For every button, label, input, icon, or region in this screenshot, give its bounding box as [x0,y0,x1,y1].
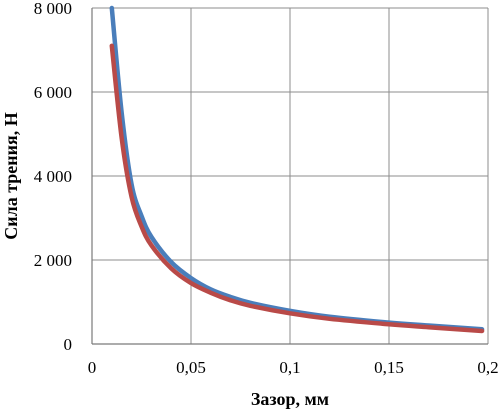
grid [91,7,489,345]
y-axis-tick-labels: 0 2 000 4 000 6 000 8 000 [34,0,72,354]
y-tick-label: 2 000 [34,251,72,270]
series-lines [109,5,485,334]
series-line-1 [109,5,485,332]
x-axis-tick-labels: 0 0,05 0,1 0,15 0,2 [88,358,499,377]
x-tick-label: 0,05 [176,358,206,377]
y-tick-label: 8 000 [34,0,72,18]
x-tick-label: 0,1 [279,358,300,377]
y-tick-label: 0 [64,335,73,354]
x-tick-label: 0,2 [477,358,498,377]
y-tick-label: 4 000 [34,167,72,186]
x-tick-label: 0,15 [374,358,404,377]
y-tick-label: 6 000 [34,83,72,102]
series-line-2 [109,43,485,334]
x-tick-label: 0 [88,358,97,377]
y-axis-title: Сила трения, Н [1,112,21,240]
x-axis-title: Зазор, мм [251,389,329,409]
